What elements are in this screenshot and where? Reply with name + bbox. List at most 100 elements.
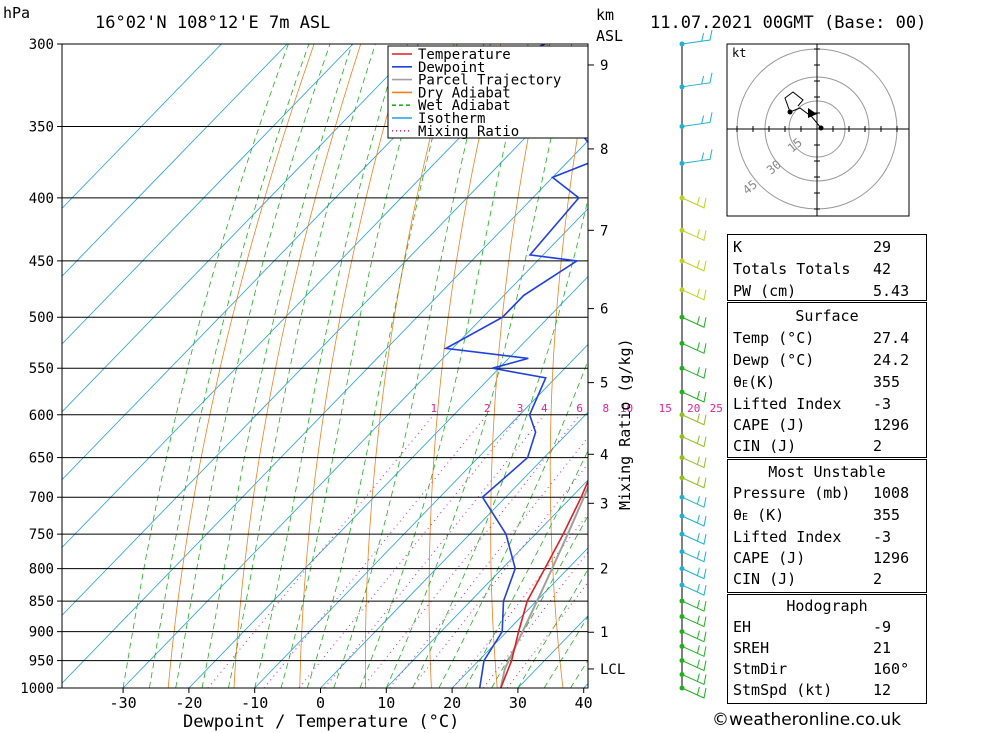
height-tick-label: 2 [600,562,608,578]
stmdir-value: 160° [873,660,910,678]
k-index-label: K [733,238,743,256]
mu-theta-unit: (K) [748,506,785,524]
surface-panel: Surface Temp (°C) 27.4 Dewp (°C) 24.2 θE(K… [727,302,927,458]
surface-title: Surface [795,307,859,325]
eh-label: EH [733,618,752,636]
surface-li-label: Lifted Index [733,395,842,413]
mu-li-label: Lifted Index [733,528,842,546]
wet-adiabat-line [385,44,572,688]
wind-barb [681,567,707,580]
isotherm-line [62,44,288,277]
pressure-tick-label: 950 [29,654,54,670]
isotherm-line [62,44,551,549]
wet-adiabat-line [306,44,458,688]
pressure-tick-label: 550 [29,361,54,377]
height-tick-label: 1 [600,625,608,641]
mu-theta-symbol: θ [733,506,743,524]
hpa-label: hPa [3,4,30,22]
x-tick-label: -30 [110,694,137,712]
wind-barb [681,259,707,272]
dry-adiabat-line [167,44,315,688]
stmspd-label: StmSpd (kt) [733,681,833,699]
mu-pressure-value: 1008 [873,484,910,502]
isotherm-line [122,208,588,688]
wind-barb [681,413,707,426]
pressure-tick-label: 700 [29,490,54,506]
legend-label: Wet Adiabat [418,98,511,114]
isotherm-line [62,72,588,616]
wind-barb [681,149,713,164]
wind-barb [681,615,707,628]
stmdir-label: StmDir [733,660,788,678]
mixing-ratio-line [298,414,521,688]
most-unstable-panel: Most Unstable Pressure (mb) 1008 θE (K) 35… [727,459,927,593]
wind-barb [681,456,707,469]
mixing-ratio-line [324,414,545,688]
dry-adiabat-line [967,44,1000,688]
isotherm-line [386,479,588,688]
height-tick-label: 8 [600,142,608,158]
wet-adiabat-line [201,44,353,688]
hodograph-frame [726,43,910,217]
indices-panel: K 29 Totals Totals 42 PW (cm) 5.43 [727,234,927,301]
surface-theta-value: 355 [873,373,901,391]
parcel-trajectory-line [499,484,588,688]
wind-barb [681,316,707,328]
wind-barb [681,342,707,355]
wet-adiabat-line [254,44,401,688]
wind-barb [681,367,707,379]
wet-adiabat-line [228,44,376,688]
hodograph-point [787,109,793,115]
sreh-value: 21 [873,639,892,657]
mixing-ratio-tick-label: 10 [620,402,633,415]
surface-theta-unit: (K) [748,373,776,391]
wind-barb [681,496,707,508]
mixing-ratio-line [361,414,581,688]
surface-cape-label: CAPE (J) [733,416,806,434]
legend-label: Parcel Trajectory [418,73,561,89]
mu-li-value: -3 [873,528,892,546]
surface-temp-label: Temp (°C) [733,329,815,347]
pressure-tick-label: 400 [29,191,54,207]
legend-label: Dewpoint [418,60,485,76]
pressure-tick-label: 300 [29,37,54,53]
pressure-tick-label: 750 [29,527,54,543]
isotherm-line [320,411,588,688]
wet-adiabat-line [122,44,289,688]
mixing-ratio-tick-label: 8 [602,402,609,415]
surface-theta-subscript: E [742,379,749,390]
surface-theta-symbol: θ [733,373,743,391]
surface-cin-label: CIN (J) [733,437,797,455]
credit-link[interactable]: ©weatheronline.co.uk [712,710,902,730]
height-tick-label: 4 [600,447,608,463]
pw-label: PW (cm) [733,282,797,300]
x-tick-label: 20 [443,694,461,712]
hodograph-unit-label: kt [732,46,746,60]
legend-box [387,45,589,139]
wind-barb [681,476,707,489]
wind-barb [681,645,707,658]
mixing-ratio-tick-label: 6 [576,402,583,415]
isotherm-line [62,44,420,413]
km-label: km [596,6,614,24]
height-tick-label: 9 [600,58,608,74]
height-tick-label: LCL [600,662,625,678]
hodograph-stats-title: Hodograph [786,597,868,615]
wind-barb [681,435,707,448]
mu-theta-subscript: E [742,512,749,523]
mu-cape-value: 1296 [873,549,910,567]
pressure-tick-label: 1000 [20,681,54,697]
mixing-ratio-tick-label: 15 [659,402,672,415]
mixing-ratio-tick-label: 25 [710,402,723,415]
legend-label: Mixing Ratio [418,124,519,140]
isotherm-line [254,343,588,688]
stmspd-value: 12 [873,681,892,699]
height-tick-label: 3 [600,496,608,512]
wet-adiabat-line [412,197,588,688]
isotherm-line [62,44,354,345]
mu-cin-value: 2 [873,570,883,588]
mixing-ratio-tick-label: 20 [687,402,700,415]
